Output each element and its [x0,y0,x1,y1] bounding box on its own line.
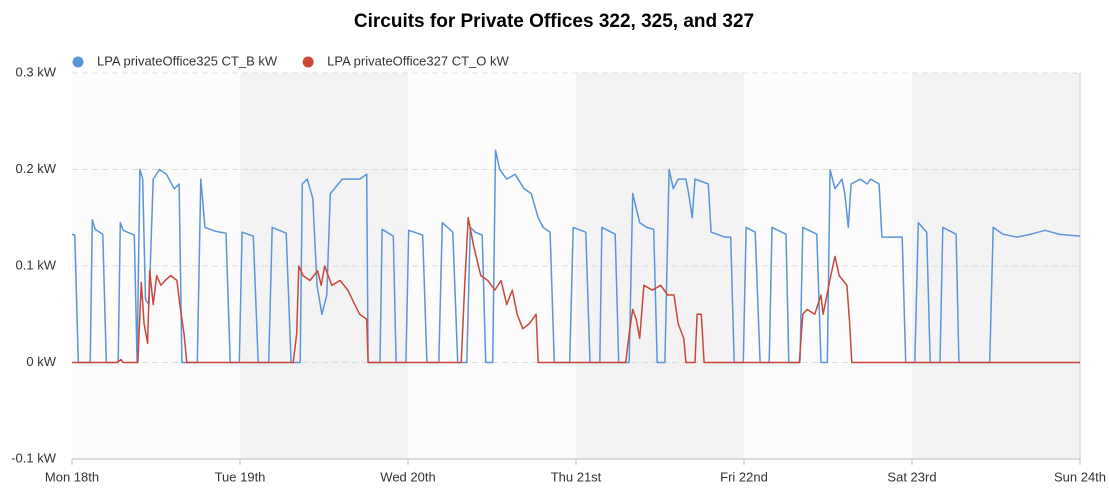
x-tick-label: Fri 22nd [720,469,768,484]
legend-marker [72,56,84,68]
y-tick-label: 0 kW [26,354,56,369]
y-tick-label: 0.2 kW [16,161,57,176]
chart-title: Circuits for Private Offices 322, 325, a… [354,11,754,32]
x-tick-label: Sat 23rd [887,469,936,484]
x-tick-label: Mon 18th [45,469,99,484]
legend-marker [302,56,314,68]
x-tick-label: Thu 21st [551,469,602,484]
legend-label: LPA privateOffice325 CT_B kW [97,53,278,68]
legend-label: LPA privateOffice327 CT_O kW [327,53,509,68]
x-tick-label: Tue 19th [215,469,266,484]
y-tick-label: 0.1 kW [16,257,57,272]
x-tick-label: Sun 24th [1054,469,1106,484]
y-tick-label: -0.1 kW [11,450,57,465]
y-tick-label: 0.3 kW [16,64,57,79]
x-tick-label: Wed 20th [380,469,435,484]
series-line [71,149,1081,364]
series-line [72,217,1080,364]
